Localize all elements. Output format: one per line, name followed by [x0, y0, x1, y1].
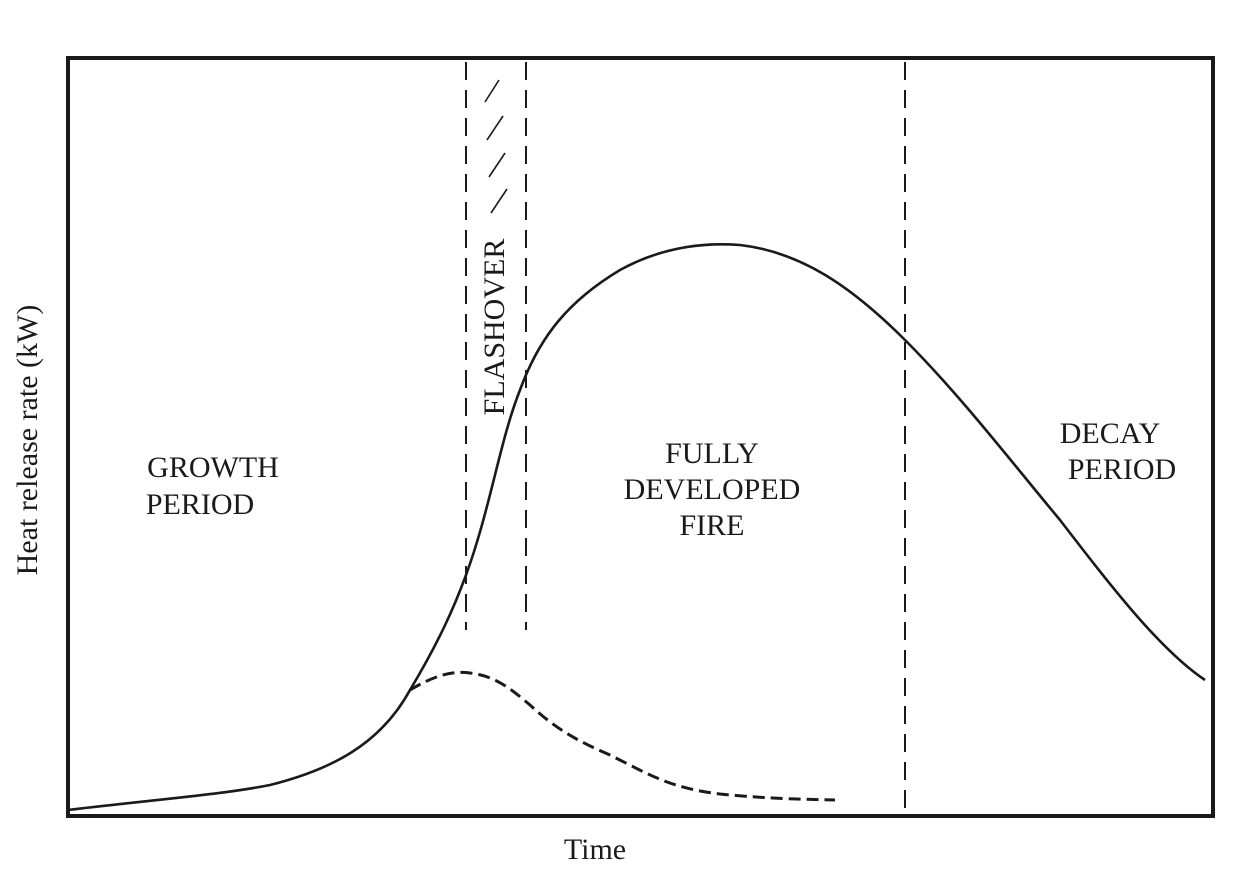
fully-developed-label: FULLY [665, 437, 759, 470]
growth-label: PERIOD [146, 488, 254, 521]
heat-release-curve [67, 242, 1206, 812]
non-flashover-curve [409, 670, 836, 802]
decay-label: DECAY [1060, 417, 1161, 450]
decay-label: PERIOD [1068, 453, 1176, 486]
plot-frame [66, 56, 1215, 818]
x-axis-label: Time [564, 833, 626, 866]
hatch-line [488, 152, 506, 178]
flashover-label: FLASHOVER [478, 239, 511, 416]
fully-developed-label: FIRE [679, 509, 744, 542]
hatch-line [484, 79, 500, 103]
growth-label: GROWTH [147, 451, 279, 484]
hatch-line [486, 115, 504, 141]
flashover-hatch [484, 79, 508, 214]
hatch-line [490, 188, 508, 214]
y-axis-label: Heat release rate (kW) [11, 305, 44, 576]
fully-developed-label: DEVELOPED [624, 473, 801, 506]
